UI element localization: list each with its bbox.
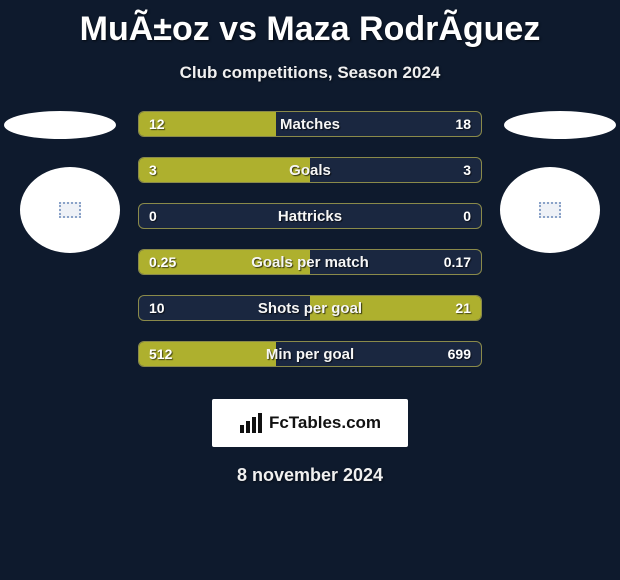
comparison-panel: 1218Matches 33Goals 00Hattricks 0.250.17Goa… — [0, 111, 620, 391]
player-right-flag-placeholder — [539, 202, 561, 218]
brand-badge: FcTables.com — [212, 399, 408, 447]
stat-label: Goals per match — [139, 250, 481, 274]
stat-bar: 00Hattricks — [138, 203, 482, 229]
stat-bar: 0.250.17Goals per match — [138, 249, 482, 275]
stat-label: Shots per goal — [139, 296, 481, 320]
stat-bar: 33Goals — [138, 157, 482, 183]
player-right-avatar — [500, 167, 600, 253]
player-left-avatar — [20, 167, 120, 253]
player-left-accent — [4, 111, 116, 139]
stat-bar: 1021Shots per goal — [138, 295, 482, 321]
player-right-accent — [504, 111, 616, 139]
player-left-flag-placeholder — [59, 202, 81, 218]
stat-label: Goals — [139, 158, 481, 182]
stat-bar: 512699Min per goal — [138, 341, 482, 367]
page-subtitle: Club competitions, Season 2024 — [0, 63, 620, 83]
brand-bars-icon — [239, 413, 263, 433]
page-title: MuÃ±oz vs Maza RodrÃ­guez — [0, 0, 620, 49]
stat-bars: 1218Matches 33Goals 00Hattricks 0.250.17Goa… — [138, 111, 482, 387]
brand-text: FcTables.com — [269, 413, 381, 433]
stat-label: Min per goal — [139, 342, 481, 366]
stat-bar: 1218Matches — [138, 111, 482, 137]
stat-label: Hattricks — [139, 204, 481, 228]
generated-date: 8 november 2024 — [0, 465, 620, 486]
stat-label: Matches — [139, 112, 481, 136]
